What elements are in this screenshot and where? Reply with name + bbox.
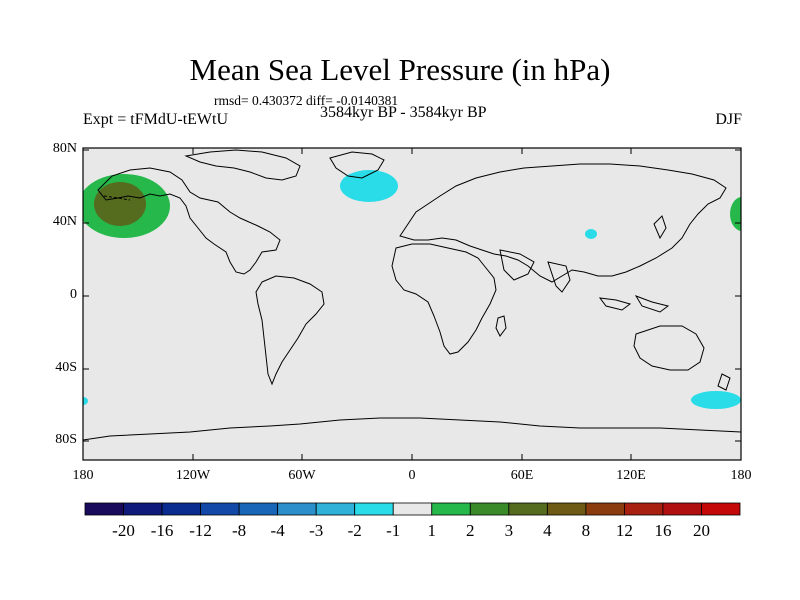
colorbar-swatch xyxy=(123,502,163,516)
colorbar-swatch xyxy=(585,502,625,516)
colorbar-swatch xyxy=(431,502,471,516)
colorbar-label: -2 xyxy=(347,521,362,540)
colorbar-swatch xyxy=(662,502,702,516)
map-title: Mean Sea Level Pressure (in hPa) xyxy=(189,52,611,87)
lon-tick-60e: 60E xyxy=(510,468,534,483)
anomaly-positive-north-pacific-core xyxy=(94,182,146,226)
lon-tick-120e: 120E xyxy=(616,468,646,483)
colorbar-label: -8 xyxy=(232,521,247,540)
colorbar-swatch xyxy=(238,502,279,516)
axis-ticks xyxy=(82,148,742,460)
colorbar-label: 16 xyxy=(654,521,672,540)
colorbar-label: -4 xyxy=(270,521,285,540)
colorbar-label: 2 xyxy=(466,521,475,540)
experiment-label: Expt = tFMdU-tEWtU xyxy=(83,111,229,128)
colorbar-swatch xyxy=(277,502,317,516)
coastlines xyxy=(83,149,741,460)
colorbar-swatch xyxy=(508,502,548,516)
colorbar-label: -1 xyxy=(386,521,401,540)
colorbar-label: 20 xyxy=(692,521,710,540)
colorbar-label: -16 xyxy=(150,521,174,540)
colorbar-swatch xyxy=(546,502,587,516)
colorbar-swatch xyxy=(161,502,201,516)
colorbar-label: 12 xyxy=(615,521,633,540)
lon-tick-180w: 180 xyxy=(72,468,94,483)
colorbar-swatch xyxy=(392,502,433,516)
contour-line xyxy=(103,195,131,201)
rmsd-diff-stats: rmsd= 0.430372 diff= -0.0140381 xyxy=(214,93,399,108)
lon-tick-0: 0 xyxy=(408,468,416,483)
colorbar-swatch xyxy=(469,502,510,516)
colorbar-label: -12 xyxy=(189,521,212,540)
lat-tick-80n: 80N xyxy=(52,141,77,156)
anomaly-positive-east-edge xyxy=(730,197,741,231)
lat-tick-40n: 40N xyxy=(52,214,77,229)
anomaly-negative-tibet xyxy=(585,229,597,239)
colorbar-label: 3 xyxy=(504,521,514,540)
anomaly-negative-west-edge xyxy=(83,397,88,405)
lon-tick-180e: 180 xyxy=(730,468,752,483)
map-background xyxy=(83,148,741,460)
colorbar-label: -20 xyxy=(112,521,135,540)
colorbar-label: 4 xyxy=(543,521,552,540)
period-label: 3584kyr BP - 3584kyr BP xyxy=(320,104,487,121)
colorbar-label: 8 xyxy=(581,521,591,540)
season-label: DJF xyxy=(715,111,742,128)
lon-tick-120w: 120W xyxy=(175,468,211,483)
anomaly-negative-south-pacific xyxy=(691,391,741,409)
colorbar-swatch xyxy=(701,502,741,516)
colorbar-swatch xyxy=(315,502,356,516)
lat-tick-40s: 40S xyxy=(55,360,77,375)
colorbar-swatch xyxy=(624,502,664,516)
anomaly-negative-north-atlantic xyxy=(340,170,398,202)
colorbar xyxy=(84,502,741,516)
colorbar-swatch xyxy=(84,502,124,516)
lat-tick-80s: 80S xyxy=(55,432,77,447)
lat-tick-0: 0 xyxy=(70,287,77,302)
colorbar-swatch xyxy=(200,502,240,516)
colorbar-label: -3 xyxy=(309,521,324,540)
colorbar-swatch xyxy=(354,502,394,516)
colorbar-label: 1 xyxy=(427,521,437,540)
lon-tick-60w: 60W xyxy=(288,468,316,483)
